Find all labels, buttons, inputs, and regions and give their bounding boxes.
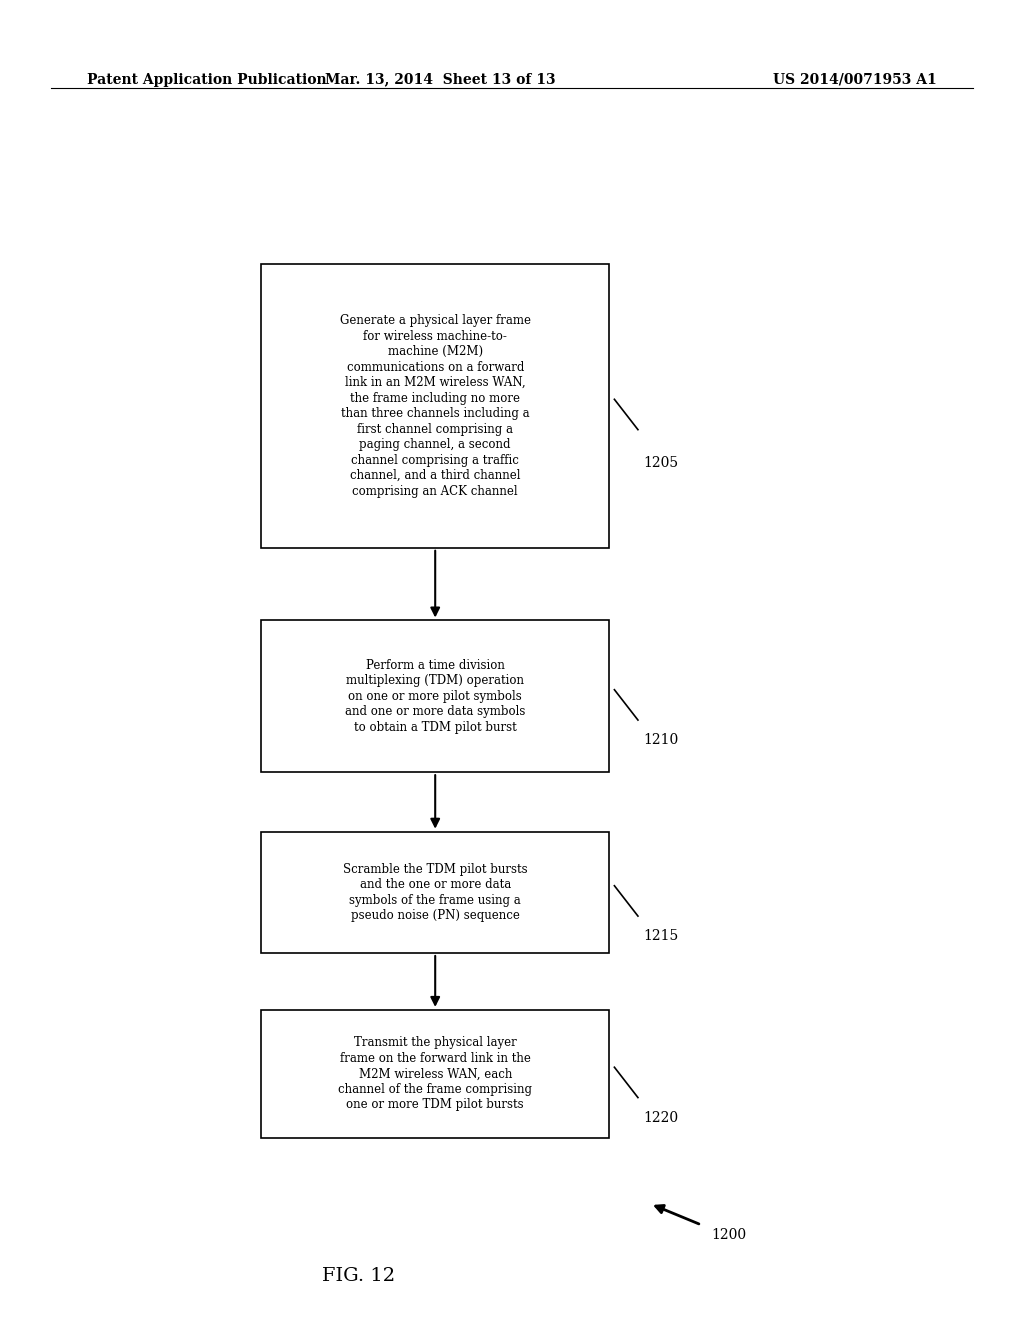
Text: FIG. 12: FIG. 12 (322, 1267, 395, 1286)
FancyBboxPatch shape (261, 620, 609, 772)
Text: 1200: 1200 (712, 1228, 746, 1242)
Text: Mar. 13, 2014  Sheet 13 of 13: Mar. 13, 2014 Sheet 13 of 13 (325, 73, 556, 87)
Text: Perform a time division
multiplexing (TDM) operation
on one or more pilot symbol: Perform a time division multiplexing (TD… (345, 659, 525, 734)
FancyBboxPatch shape (261, 832, 609, 953)
Text: Generate a physical layer frame
for wireless machine-to-
machine (M2M)
communica: Generate a physical layer frame for wire… (340, 314, 530, 498)
Text: 1205: 1205 (643, 457, 678, 470)
Text: 1215: 1215 (643, 929, 678, 944)
Text: Transmit the physical layer
frame on the forward link in the
M2M wireless WAN, e: Transmit the physical layer frame on the… (338, 1036, 532, 1111)
FancyBboxPatch shape (261, 264, 609, 548)
Text: Scramble the TDM pilot bursts
and the one or more data
symbols of the frame usin: Scramble the TDM pilot bursts and the on… (343, 862, 527, 923)
Text: 1220: 1220 (643, 1111, 678, 1125)
Text: Patent Application Publication: Patent Application Publication (87, 73, 327, 87)
Text: US 2014/0071953 A1: US 2014/0071953 A1 (773, 73, 937, 87)
FancyBboxPatch shape (261, 1010, 609, 1138)
Text: 1210: 1210 (643, 734, 678, 747)
